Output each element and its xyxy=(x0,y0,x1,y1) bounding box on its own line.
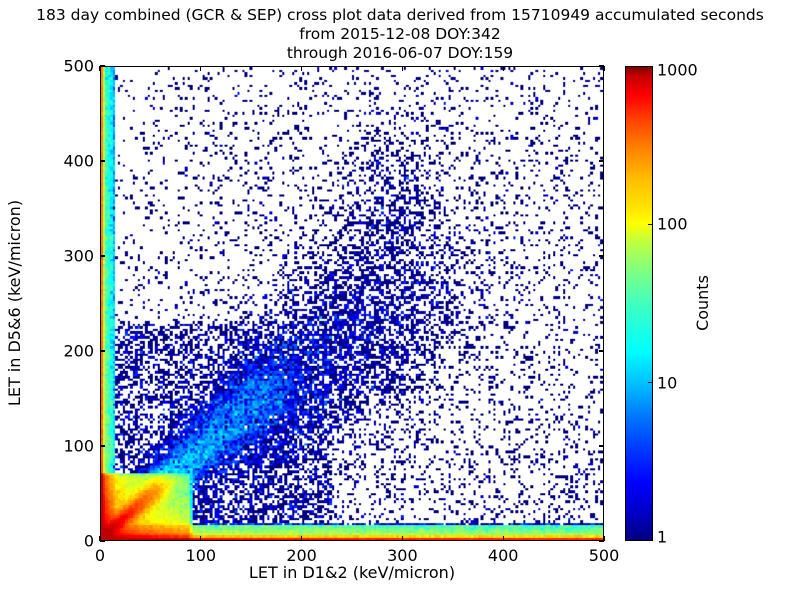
y-ticklabel-500: 500 xyxy=(63,56,94,76)
colorbar-tick-100 xyxy=(648,223,653,225)
colorbar-ticklabel-100: 100 xyxy=(657,214,688,234)
title-line-2: from 2015-12-08 DOY:342 xyxy=(299,25,501,43)
y-tick-300 xyxy=(100,255,105,257)
x-tick-500 xyxy=(603,536,605,541)
y-tick-right-100 xyxy=(599,445,604,447)
x-ticklabel-300: 300 xyxy=(387,546,418,565)
y-axis-label: LET in D5&6 (keV/micron) xyxy=(5,199,24,407)
y-tick-200 xyxy=(100,350,105,352)
y-tick-500 xyxy=(100,65,105,67)
x-tick-top-200 xyxy=(300,66,303,71)
y-tick-0 xyxy=(100,540,105,542)
y-ticklabel-400: 400 xyxy=(63,151,94,171)
y-tick-100 xyxy=(100,445,105,447)
colorbar-label: Counts xyxy=(693,275,712,331)
title-line-1: 183 day combined (GCR & SEP) cross plot … xyxy=(36,6,764,24)
x-tick-top-500 xyxy=(603,66,605,71)
y-ticklabel-300: 300 xyxy=(63,246,94,266)
x-tick-top-400 xyxy=(502,66,504,71)
x-tick-100 xyxy=(200,536,202,541)
x-ticklabel-100: 100 xyxy=(185,546,217,565)
x-tick-top-100 xyxy=(200,66,202,71)
colorbar-ticklabel-10: 10 xyxy=(657,373,678,393)
y-ticklabel-200: 200 xyxy=(63,341,94,361)
plot-area xyxy=(100,66,604,541)
colorbar-ticklabel-1000: 1000 xyxy=(657,60,698,80)
x-ticklabel-200: 200 xyxy=(286,546,317,565)
density-scatter-canvas xyxy=(101,67,603,540)
y-tick-right-300 xyxy=(599,255,604,257)
x-ticklabel-400: 400 xyxy=(487,546,519,565)
x-ticklabel-500: 500 xyxy=(588,546,620,565)
colorbar xyxy=(625,66,653,541)
x-axis-label: LET in D1&2 (keV/micron) xyxy=(248,563,456,582)
y-ticklabel-0: 0 xyxy=(83,531,94,551)
y-tick-right-200 xyxy=(599,350,604,352)
chart-title: 183 day combined (GCR & SEP) cross plot … xyxy=(0,6,800,63)
x-tick-0 xyxy=(99,536,101,541)
y-tick-right-500 xyxy=(599,65,604,67)
y-ticklabel-100: 100 xyxy=(63,436,94,456)
x-tick-300 xyxy=(401,536,404,541)
x-tick-top-0 xyxy=(99,66,101,71)
x-tick-top-300 xyxy=(401,66,404,71)
colorbar-tick-10 xyxy=(648,382,653,384)
title-line-3: through 2016-06-07 DOY:159 xyxy=(286,44,514,62)
y-tick-right-400 xyxy=(599,160,604,162)
x-ticklabel-0: 0 xyxy=(94,546,106,565)
x-tick-200 xyxy=(300,536,303,541)
x-tick-400 xyxy=(502,536,504,541)
y-tick-right-0 xyxy=(599,540,604,542)
y-tick-400 xyxy=(100,160,105,162)
colorbar-ticklabel-1: 1 xyxy=(657,527,668,547)
